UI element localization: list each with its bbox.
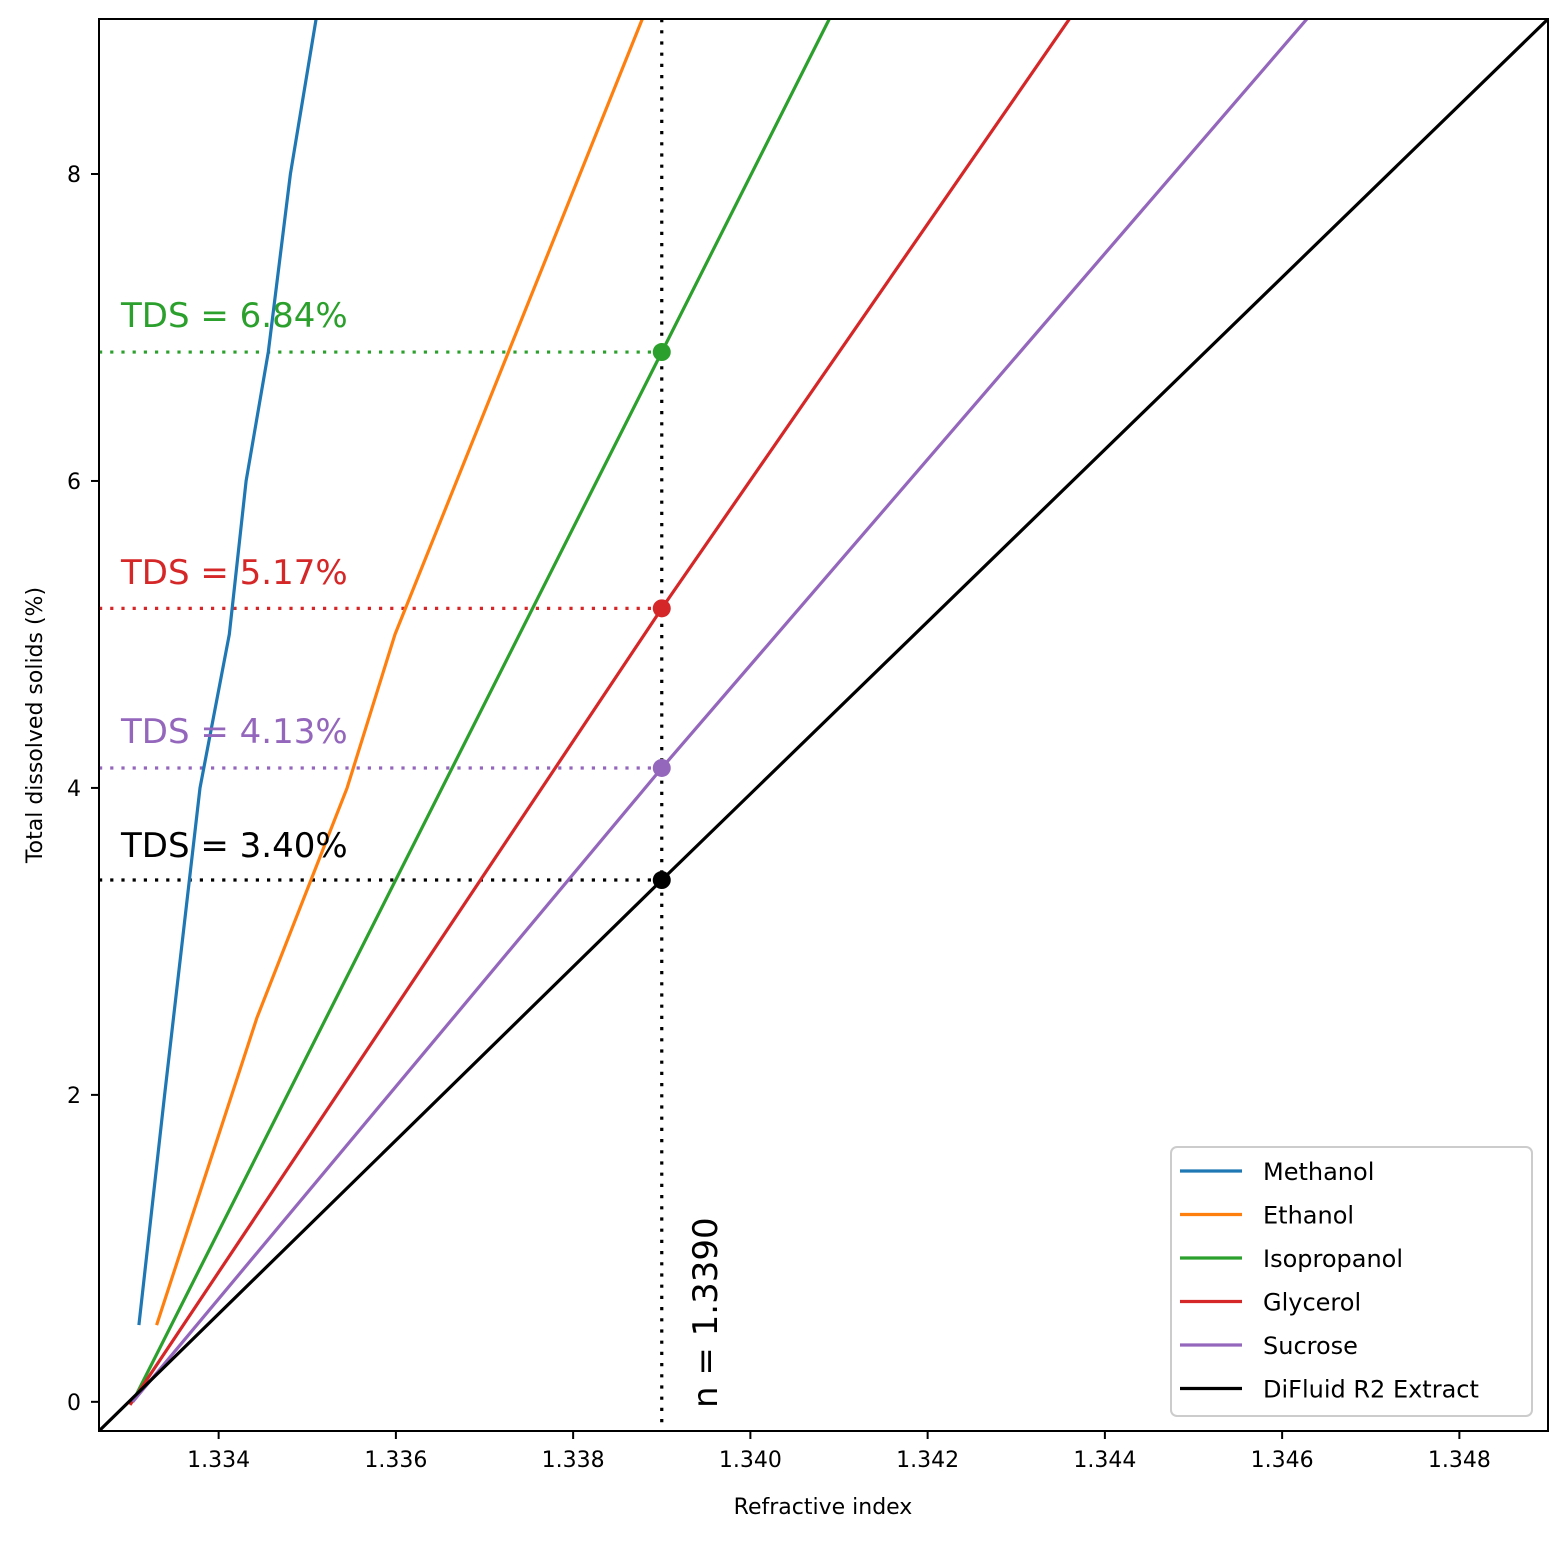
- y-tick-label: 8: [67, 163, 81, 188]
- series-line-sucrose: [131, 19, 1309, 1403]
- legend-label: Ethanol: [1263, 1202, 1354, 1230]
- x-axis-label: Refractive index: [734, 1495, 913, 1520]
- tds-label-sucrose: TDS = 4.13%: [120, 712, 348, 752]
- y-tick-label: 2: [67, 1084, 81, 1109]
- y-tick-label: 4: [67, 777, 81, 802]
- y-axis-ticks: 0 2 4 6 8: [67, 163, 99, 1416]
- tds-reference-lines: [99, 350, 662, 882]
- x-tick-label: 1.344: [1073, 1448, 1136, 1473]
- series-line-ethanol: [155, 19, 644, 1326]
- intersection-point: [652, 758, 671, 777]
- legend-box: [1170, 1146, 1533, 1417]
- legend-label: Isopropanol: [1263, 1245, 1403, 1273]
- legend-label: Glycerol: [1263, 1289, 1361, 1317]
- y-tick-label: 6: [67, 470, 81, 495]
- legend-label: Sucrose: [1263, 1332, 1358, 1360]
- x-tick-label: 1.338: [542, 1448, 605, 1473]
- x-tick-label: 1.334: [187, 1448, 250, 1473]
- intersection-point: [652, 343, 671, 362]
- x-axis-ticks: 1.334 1.336 1.338 1.340 1.342 1.344 1.346 1.348: [187, 1431, 1491, 1473]
- x-tick-label: 1.348: [1428, 1448, 1491, 1473]
- refractive-index-label: n = 1.3390: [686, 1217, 726, 1408]
- tds-label-difluid: TDS = 3.40%: [120, 826, 348, 866]
- x-tick-label: 1.342: [896, 1448, 959, 1473]
- tds-label-isopropanol: TDS = 6.84%: [120, 296, 348, 336]
- x-tick-label: 1.336: [364, 1448, 427, 1473]
- tds-label-glycerol: TDS = 5.17%: [120, 553, 348, 593]
- legend-label: Methanol: [1263, 1158, 1374, 1186]
- x-tick-label: 1.340: [719, 1448, 782, 1473]
- series-line-isopropanol: [131, 19, 831, 1403]
- series-line-methanol: [137, 19, 318, 1326]
- y-tick-label: 0: [67, 1391, 81, 1416]
- legend-label: DiFluid R2 Extract: [1263, 1376, 1479, 1404]
- x-tick-label: 1.346: [1251, 1448, 1314, 1473]
- legend: Methanol Ethanol Isopropanol Glycerol Sucros…: [1170, 1146, 1533, 1417]
- axes-frame: [98, 18, 1549, 1432]
- intersection-markers: [652, 343, 671, 890]
- intersection-point: [652, 599, 671, 618]
- y-axis-label: Total dissolved solids (%): [23, 587, 48, 864]
- intersection-point: [652, 871, 671, 890]
- plot-area: [99, 19, 1548, 1431]
